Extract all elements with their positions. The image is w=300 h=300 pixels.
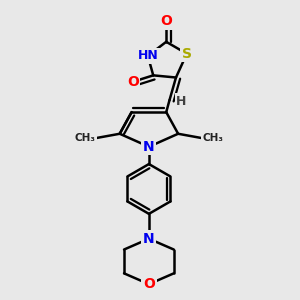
Text: S: S <box>182 47 192 61</box>
Text: CH₃: CH₃ <box>75 133 96 143</box>
Text: O: O <box>160 14 172 28</box>
Text: N: N <box>143 232 155 246</box>
Text: O: O <box>127 75 139 89</box>
Text: O: O <box>143 277 155 291</box>
Text: CH₃: CH₃ <box>202 133 223 143</box>
Text: N: N <box>143 140 155 154</box>
Text: HN: HN <box>137 50 158 62</box>
Text: H: H <box>176 95 187 108</box>
